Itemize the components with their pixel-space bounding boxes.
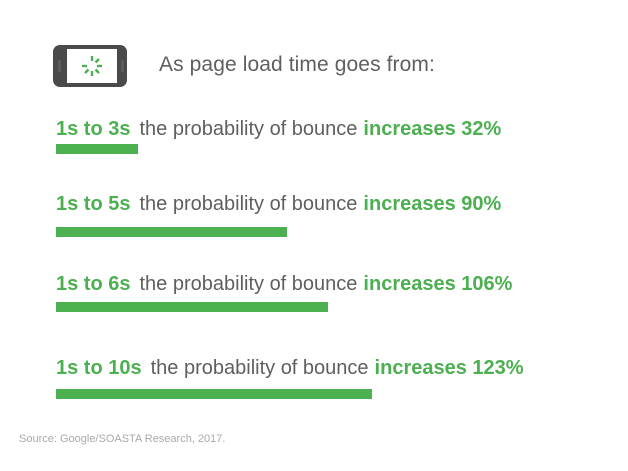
stat-row: 1s to 3s the probability of bounce increas… — [56, 117, 501, 141]
stat-row: 1s to 10s the probability of bounce increa… — [56, 356, 524, 380]
bounce-bar — [56, 227, 287, 237]
stat-row: 1s to 5s the probability of bounce increas… — [56, 192, 501, 216]
load-time-range: 1s to 10s — [56, 357, 142, 379]
phone-loading-spinner-icon — [53, 45, 127, 87]
bounce-bar — [56, 144, 138, 154]
bounce-bar — [56, 389, 372, 399]
source-citation: Source: Google/SOASTA Research, 2017. — [19, 433, 226, 445]
headline: As page load time goes from: — [159, 53, 435, 76]
bounce-increase: increases 123% — [374, 357, 524, 379]
load-time-range: 1s to 5s — [56, 193, 131, 215]
stat-description: the probability of bounce — [150, 357, 369, 379]
stat-row: 1s to 6s the probability of bounce increas… — [56, 272, 512, 296]
bounce-increase: increases 90% — [363, 193, 502, 215]
load-time-range: 1s to 6s — [56, 273, 131, 295]
bounce-increase: increases 106% — [363, 273, 513, 295]
bounce-increase: increases 32% — [363, 118, 502, 140]
bounce-bar — [56, 302, 328, 312]
stat-description: the probability of bounce — [139, 118, 358, 140]
load-time-range: 1s to 3s — [56, 118, 131, 140]
stat-description: the probability of bounce — [139, 193, 358, 215]
stat-description: the probability of bounce — [139, 273, 358, 295]
